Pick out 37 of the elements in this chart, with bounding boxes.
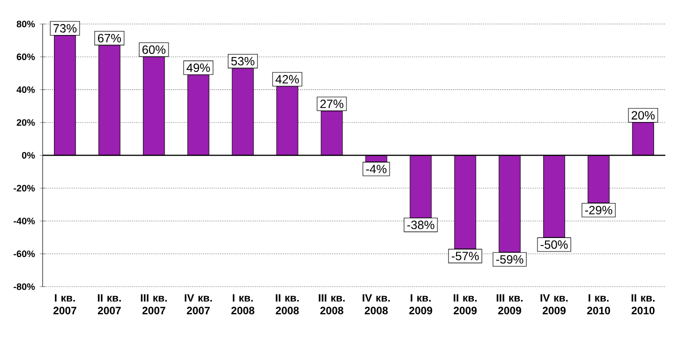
x-tick-label: II кв. 2010 — [632, 294, 655, 314]
y-tick-label: 0% — [22, 152, 35, 159]
data-label: 67% — [98, 34, 121, 42]
x-tick-label: I кв. 2010 — [587, 294, 610, 314]
x-tick-label: IV кв. 2009 — [540, 294, 568, 314]
x-tick-label: I кв. 2008 — [231, 294, 254, 314]
x-tick-label: II кв. 2007 — [98, 294, 121, 314]
data-label: 20% — [632, 111, 655, 120]
x-tick-label: I кв. 2009 — [409, 294, 432, 314]
x-tick-label: III кв. 2007 — [140, 294, 167, 314]
data-label: -29% — [585, 206, 612, 214]
y-tick-label: 20% — [16, 119, 35, 126]
data-label: -50% — [540, 240, 568, 249]
data-label: -38% — [407, 220, 434, 230]
data-label: -57% — [452, 252, 479, 260]
x-tick-label: IV кв. 2008 — [362, 294, 390, 314]
y-tick-label: 80% — [16, 20, 35, 28]
y-tick-label: -80% — [14, 283, 35, 290]
data-label: -59% — [496, 255, 524, 264]
data-label: 27% — [320, 100, 344, 108]
data-label: -4% — [366, 164, 386, 174]
x-tick-label: I кв. 2007 — [53, 294, 76, 314]
y-tick-label: -40% — [14, 218, 35, 224]
data-label: 60% — [142, 45, 166, 54]
data-label: 49% — [186, 63, 210, 72]
y-tick-label: -60% — [14, 250, 35, 258]
y-tick-label: 40% — [16, 86, 35, 93]
x-tick-label: III кв. 2008 — [318, 294, 345, 314]
y-tick-label: -20% — [14, 184, 35, 192]
data-label: 42% — [276, 75, 299, 84]
x-tick-label: II кв. 2008 — [276, 294, 299, 314]
x-tick-label: IV кв. 2007 — [184, 294, 212, 314]
data-label: 73% — [54, 24, 76, 33]
data-label: 53% — [231, 56, 254, 66]
y-tick-label: 60% — [16, 54, 35, 60]
x-tick-label: II кв. 2009 — [454, 294, 477, 314]
x-tick-label: III кв. 2009 — [496, 294, 523, 314]
